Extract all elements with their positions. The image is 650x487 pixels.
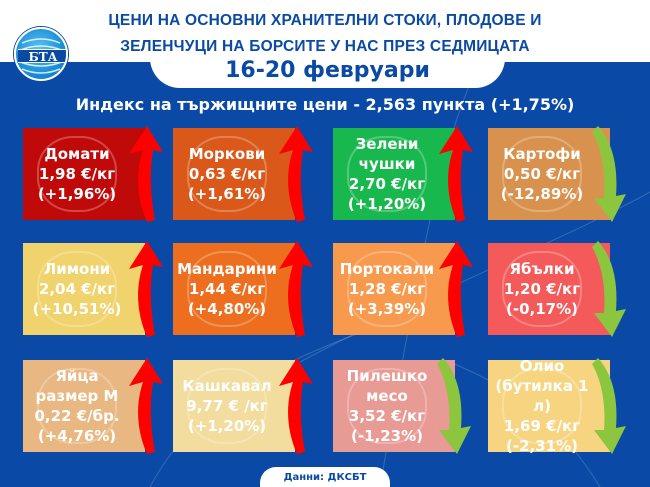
arrow-up-icon (439, 126, 473, 222)
card-change: (+1,96%) (37, 185, 117, 203)
price-card: Ябълки 1,20 €/кг (-0,17%) (488, 243, 610, 335)
title-line-2: ЗЕЛЕНЧУЦИ НА БОРСИТЕ У НАС ПРЕЗ СЕДМИЦАТ… (120, 38, 530, 55)
arrow-up-icon (129, 126, 163, 222)
arrow-down-icon (437, 358, 471, 454)
card-name: Пилешко месо (346, 367, 428, 405)
apple-icon (502, 251, 582, 327)
arrow-down-icon (592, 241, 626, 337)
lemon-icon (37, 251, 117, 327)
card-change: (+1,20%) (347, 195, 427, 213)
card-name: Картофи (503, 145, 581, 163)
oil-bottle-icon (502, 368, 582, 444)
arrow-up-icon (439, 241, 473, 337)
source-label: Данни: ДКСБТ (260, 467, 390, 487)
card-name: Олио (бутилка 1 л) (495, 357, 589, 415)
card-name: Моркови (188, 145, 266, 163)
card-name: Лимони (43, 260, 111, 278)
title-tab (150, 40, 505, 88)
title-line-1: ЦЕНИ НА ОСНОВНИ ХРАНИТЕЛНИ СТОКИ, ПЛОДОВ… (108, 12, 542, 29)
card-text: Олио (бутилка 1 л) 1,69 €/кг (-2,31%) (488, 356, 610, 456)
price-card: Мандарини 1,44 €/кг (+4,80%) (173, 243, 295, 335)
card-price: 0,50 €/кг (503, 165, 581, 183)
card-text: Домати 1,98 €/кг (+1,96%) (38, 144, 130, 204)
card-change: (+3,39%) (347, 300, 427, 318)
price-card: Олио (бутилка 1 л) 1,69 €/кг (-2,31%) (488, 357, 610, 455)
price-card: Пилешко месо 3,52 €/кг (-1,23%) (333, 360, 455, 452)
card-change: (-12,89%) (500, 185, 584, 203)
card-name: Мандарини (177, 260, 277, 278)
card-text: Пилешко месо 3,52 €/кг (-1,23%) (333, 366, 455, 446)
card-text: Яйца размер М 0,22 €/бр. (+4,76%) (23, 366, 145, 446)
arrow-up-icon (279, 241, 313, 337)
arrow-up-icon (279, 358, 313, 454)
card-name: Зелени чушки (355, 135, 419, 173)
card-price: 0,22 €/бр. (34, 407, 120, 425)
bta-logo: БТА (14, 27, 68, 81)
card-change: (+1,61%) (187, 185, 267, 203)
market-index: Индекс на тържищните цени - 2,563 пункта… (75, 95, 575, 114)
card-change: (+4,80%) (187, 300, 267, 318)
card-text: Кашкавал 9,77 € /кг (+1,20%) (182, 376, 285, 436)
arrow-down-icon (592, 126, 626, 222)
price-card: Картофи 0,50 €/кг (-12,89%) (488, 128, 610, 220)
price-card: Моркови 0,63 €/кг (+1,61%) (173, 128, 295, 220)
arrow-up-icon (279, 126, 313, 222)
card-price: 0,63 €/кг (188, 165, 266, 183)
chicken-icon (347, 368, 427, 444)
card-change: (-0,17%) (506, 300, 578, 318)
card-name: Кашкавал (182, 377, 272, 395)
card-change: (-1,23%) (351, 427, 423, 445)
card-name: Яйца размер М (35, 367, 119, 405)
card-name: Домати (44, 145, 110, 163)
card-price: 1,44 €/кг (188, 280, 266, 298)
price-card: Домати 1,98 €/кг (+1,96%) (23, 128, 145, 220)
logo-text: БТА (18, 49, 66, 64)
arrow-down-icon (592, 358, 626, 454)
pepper-icon (347, 136, 427, 212)
card-price: 1,28 €/кг (348, 280, 426, 298)
card-change: (+1,20%) (187, 417, 267, 435)
tangerine-icon (187, 251, 267, 327)
card-change: (-2,31%) (506, 437, 578, 455)
card-price: 9,77 € /кг (186, 397, 268, 415)
card-change: (+4,76%) (37, 427, 117, 445)
price-card: Кашкавал 9,77 € /кг (+1,20%) (173, 360, 295, 452)
card-price: 1,69 €/кг (503, 417, 581, 435)
date-range: 16-20 февруари (225, 58, 430, 83)
arrow-up-icon (129, 241, 163, 337)
card-text: Мандарини 1,44 €/кг (+4,80%) (177, 259, 291, 319)
cheese-icon (187, 368, 267, 444)
card-change: (+10,51%) (32, 300, 122, 318)
price-card: Лимони 2,04 €/кг (+10,51%) (23, 243, 145, 335)
price-card: Яйца размер М 0,22 €/бр. (+4,76%) (23, 360, 145, 452)
carrot-icon (187, 136, 267, 212)
card-text: Моркови 0,63 €/кг (+1,61%) (188, 144, 280, 204)
potato-icon (502, 136, 582, 212)
card-name: Портокали (339, 260, 435, 278)
orange-icon (347, 251, 427, 327)
card-price: 2,70 €/кг (348, 175, 426, 193)
card-text: Картофи 0,50 €/кг (-12,89%) (501, 144, 597, 204)
card-price: 1,20 €/кг (503, 280, 581, 298)
arrow-up-icon (129, 358, 163, 454)
card-name: Ябълки (509, 260, 575, 278)
card-price: 1,98 €/кг (38, 165, 116, 183)
card-text: Ябълки 1,20 €/кг (-0,17%) (504, 259, 594, 319)
price-card: Зелени чушки 2,70 €/кг (+1,20%) (333, 128, 455, 220)
card-price: 3,52 €/кг (348, 407, 426, 425)
card-price: 2,04 €/кг (38, 280, 116, 298)
card-text: Зелени чушки 2,70 €/кг (+1,20%) (333, 134, 455, 214)
card-text: Лимони 2,04 €/кг (+10,51%) (33, 259, 136, 319)
egg-icon (37, 368, 117, 444)
page-title: ЦЕНИ НА ОСНОВНИ ХРАНИТЕЛНИ СТОКИ, ПЛОДОВ… (90, 8, 560, 60)
price-card: Портокали 1,28 €/кг (+3,39%) (333, 243, 455, 335)
tomato-icon (37, 136, 117, 212)
card-text: Портокали 1,28 €/кг (+3,39%) (340, 259, 448, 319)
